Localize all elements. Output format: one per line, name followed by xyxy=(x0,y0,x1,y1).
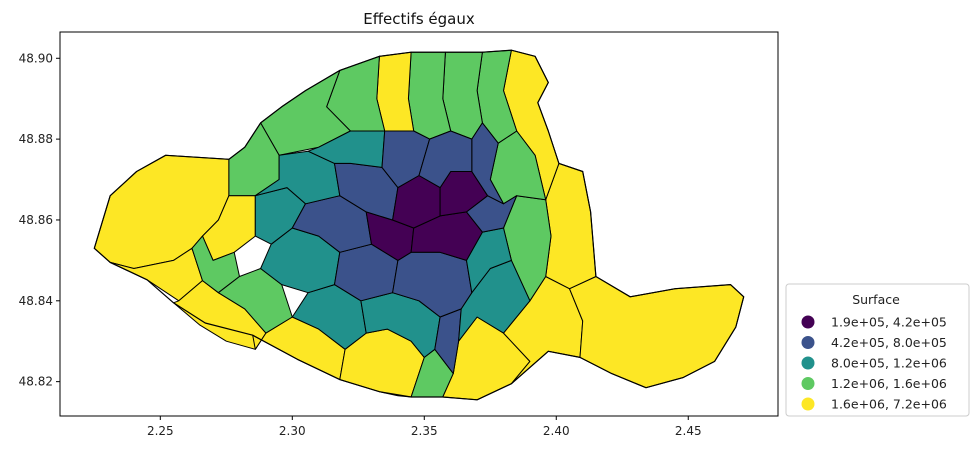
legend-marker xyxy=(801,377,815,390)
legend-label: 8.0e+05, 1.2e+06 xyxy=(831,356,947,371)
legend: Surface 1.9e+05, 4.2e+05 4.2e+05, 8.0e+05… xyxy=(785,283,970,417)
map-zone-44 xyxy=(418,130,473,189)
map-outline xyxy=(93,49,745,401)
legend-label: 4.2e+05, 8.0e+05 xyxy=(831,335,947,350)
legend-label: 1.9e+05, 4.2e+05 xyxy=(831,315,947,330)
legend-marker xyxy=(801,356,815,370)
legend-items: 1.9e+05, 4.2e+05 4.2e+05, 8.0e+05 8.0e+05,… xyxy=(801,315,947,412)
y-axis: 48.82 48.84 48.86 48.88 48.90 xyxy=(19,51,60,389)
legend-label: 1.6e+06, 7.2e+06 xyxy=(831,397,947,412)
map-zone-17 xyxy=(376,51,415,132)
y-tick-label: 48.84 xyxy=(19,294,53,308)
y-tick-label: 48.82 xyxy=(19,375,53,389)
y-tick-label: 48.90 xyxy=(19,51,53,65)
x-tick-label: 2.40 xyxy=(543,424,570,438)
y-tick-label: 48.88 xyxy=(19,132,53,146)
legend-title: Surface xyxy=(852,292,900,307)
legend-marker xyxy=(801,336,815,349)
legend-label: 1.2e+06, 1.6e+06 xyxy=(831,376,947,391)
legend-box xyxy=(785,283,970,417)
city-boundary xyxy=(93,49,745,401)
legend-marker xyxy=(801,315,815,329)
x-axis: 2.25 2.30 2.35 2.40 2.45 xyxy=(147,416,702,438)
plot-frame xyxy=(59,31,779,417)
chart-title: Effectifs égaux xyxy=(363,10,475,28)
legend-marker xyxy=(801,397,815,411)
map-zone-23 xyxy=(217,268,293,334)
x-tick-label: 2.45 xyxy=(675,424,702,438)
x-tick-label: 2.35 xyxy=(411,424,438,438)
y-tick-label: 48.86 xyxy=(19,213,53,227)
x-tick-label: 2.25 xyxy=(147,424,174,438)
x-tick-label: 2.30 xyxy=(279,424,306,438)
